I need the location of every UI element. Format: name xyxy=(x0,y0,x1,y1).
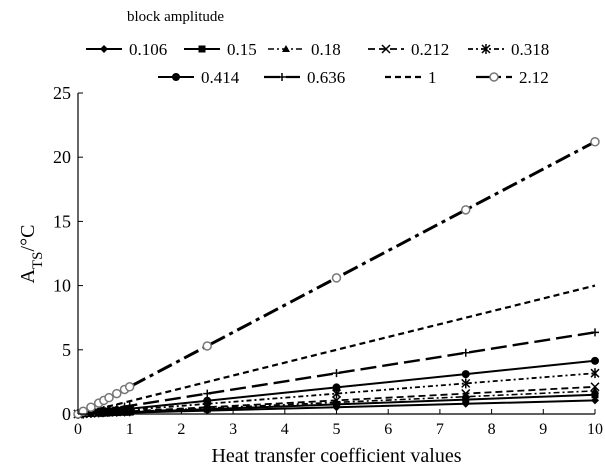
axes: 0 1 2 3 4 5 6 7 8 9 10 0 5 10 15 20 25 Heat transfer coef… xyxy=(17,83,603,467)
plot-area xyxy=(73,137,600,419)
x-tick-label: 3 xyxy=(229,421,237,438)
y-tick-label: 5 xyxy=(62,340,71,360)
legend-label-0.18: 0.18 xyxy=(311,40,341,59)
x-tick-label: 9 xyxy=(539,421,547,438)
data-point-0.318 xyxy=(461,378,471,389)
data-point-2.12 xyxy=(461,205,471,215)
x-tick-label: 4 xyxy=(281,421,289,438)
legend-label-0.106: 0.106 xyxy=(129,40,167,59)
data-point-0.15 xyxy=(591,391,599,399)
legend-marker-0.15 xyxy=(198,45,206,53)
x-tick-label: 6 xyxy=(384,421,392,438)
legend-label-0.15: 0.15 xyxy=(227,40,257,59)
data-point-0.18 xyxy=(591,386,599,394)
legend-marker-0.106 xyxy=(100,45,108,53)
legend-item-0.414: 0.414 xyxy=(158,68,240,87)
x-axis-title: Heat transfer coefficient values xyxy=(211,445,461,467)
legend-label-1: 1 xyxy=(428,68,437,87)
legend-item-0.636: 0.636 xyxy=(264,68,345,87)
data-point-0.414 xyxy=(461,370,470,379)
y-tick-label: 0 xyxy=(62,404,71,424)
data-point-0.636 xyxy=(591,328,599,337)
data-point-0.414 xyxy=(332,383,341,392)
data-point-0.636 xyxy=(112,403,121,412)
data-point-2.12 xyxy=(86,402,96,412)
data-point-0.18 xyxy=(461,392,470,400)
data-point-2.12 xyxy=(202,341,212,351)
data-point-2.12 xyxy=(124,382,135,392)
legend-item-1: 1 xyxy=(385,68,437,87)
y-tick-label: 25 xyxy=(53,83,71,103)
data-point-0.414 xyxy=(591,356,599,365)
data-point-2.12 xyxy=(112,388,122,399)
data-point-0.636 xyxy=(203,389,212,398)
data-point-0.636 xyxy=(125,401,134,410)
data-point-2.12 xyxy=(78,406,88,417)
legend-item-2.12: 2.12 xyxy=(476,68,549,87)
series-2.12 xyxy=(73,137,600,419)
data-point-0.636 xyxy=(332,369,341,378)
legend-label-0.318: 0.318 xyxy=(511,40,549,59)
x-tick-label: 8 xyxy=(488,421,496,438)
data-point-0.212 xyxy=(461,389,471,399)
y-axis-title-main: A xyxy=(17,268,39,283)
legend-label-0.414: 0.414 xyxy=(201,68,240,87)
legend-label-0.636: 0.636 xyxy=(307,68,345,87)
legend-marker-2.12 xyxy=(489,72,499,82)
y-axis-title-unit: /°C xyxy=(17,225,39,252)
data-point-0.636 xyxy=(461,348,470,357)
legend-item-0.15: 0.15 xyxy=(184,40,257,59)
data-point-0.636 xyxy=(99,405,108,414)
legend-label-2.12: 2.12 xyxy=(519,68,549,87)
y-axis-title-subscript: TS xyxy=(30,251,46,269)
y-axis-title: ATS/°C xyxy=(17,225,46,284)
data-point-0.318 xyxy=(590,368,600,379)
legend-title: block amplitude xyxy=(127,9,225,25)
x-tick-label: 10 xyxy=(587,421,603,438)
x-tick-label: 1 xyxy=(126,421,134,438)
legend-label-0.212: 0.212 xyxy=(411,40,449,59)
data-point-0.636 xyxy=(120,402,129,411)
y-tick-label: 15 xyxy=(53,211,71,231)
data-point-0.212 xyxy=(331,395,342,405)
legend-marker-0.212 xyxy=(381,44,391,54)
y-tick-label: 10 xyxy=(53,276,71,296)
data-point-0.106 xyxy=(591,396,599,405)
x-tick-label: 5 xyxy=(333,421,341,438)
legend-item-0.212: 0.212 xyxy=(368,40,449,59)
data-point-2.12 xyxy=(590,137,600,147)
legend-item-0.18: 0.18 xyxy=(268,40,341,59)
data-point-2.12 xyxy=(331,273,342,283)
legend-marker-0.318 xyxy=(481,44,491,54)
legend-marker-0.636 xyxy=(278,73,286,81)
data-point-2.12 xyxy=(104,392,114,403)
y-tick-label: 20 xyxy=(53,147,71,167)
x-tick-label: 0 xyxy=(74,421,82,438)
x-tick-label: 7 xyxy=(436,421,444,438)
legend-marker-0.414 xyxy=(172,73,180,81)
data-point-0.212 xyxy=(590,382,600,392)
legend-item-0.318: 0.318 xyxy=(468,40,549,59)
data-point-0.18 xyxy=(332,398,341,406)
x-tick-label: 2 xyxy=(177,421,185,438)
legend-marker-0.18 xyxy=(282,45,290,52)
data-point-0.414 xyxy=(203,396,212,405)
legend-item-0.106: 0.106 xyxy=(86,40,167,59)
legend: 0.106 0.15 0.18 0.212 0.318 0.414 0.636 1 2.12 xyxy=(86,40,549,87)
